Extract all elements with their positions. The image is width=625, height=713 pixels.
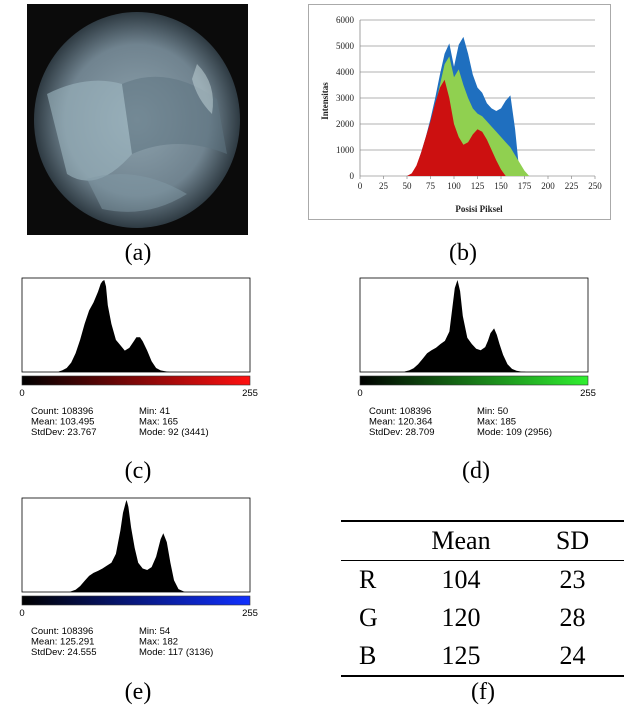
axis-min-label: 0 — [19, 388, 24, 399]
row-mean: 120 — [441, 603, 481, 632]
row-mean: 125 — [441, 641, 481, 670]
x-tick-label: 100 — [447, 181, 461, 191]
y-tick-label: 1000 — [336, 145, 355, 155]
stat-max: Max: 165 — [139, 417, 178, 428]
stat-min: Min: 41 — [139, 406, 170, 417]
caption-f: (f) — [471, 679, 495, 705]
stat-min: Min: 50 — [477, 406, 508, 417]
color-gradient-bar — [21, 595, 251, 606]
stat-mode: Mode: 92 (3441) — [139, 427, 209, 438]
x-tick-label: 150 — [494, 181, 508, 191]
green-histogram-panel: 0 255 Count: 108396 Min: 50 Mean: 120.364 Max… — [347, 268, 602, 451]
header-sd: SD — [555, 526, 590, 555]
histogram-bars — [58, 280, 170, 372]
stat-mean: Mean: 125.291 — [31, 637, 94, 648]
x-tick-label: 50 — [403, 181, 413, 191]
endoscope-image — [27, 4, 248, 235]
stat-max: Max: 182 — [139, 637, 178, 648]
stat-mean: Mean: 120.364 — [369, 417, 432, 428]
stat-count: Count: 108396 — [369, 406, 431, 417]
stat-count: Count: 108396 — [31, 406, 93, 417]
x-axis-label: Posisi Piksel — [455, 204, 503, 214]
row-label: G — [359, 603, 378, 632]
blue-histogram: 0 255 Count: 108396 Min: 54 Mean: 125.291 Max… — [19, 497, 258, 658]
intensity-area-chart: 0 1000 2000 3000 4000 5000 6000 0 25 50 75 100 125 15… — [308, 4, 611, 220]
histogram-bars — [404, 280, 526, 372]
x-tick-label: 250 — [588, 181, 602, 191]
green-histogram: 0 255 Count: 108396 Min: 50 Mean: 120.364 Max… — [357, 277, 596, 438]
x-tick-label: 25 — [379, 181, 389, 191]
y-tick-label: 0 — [350, 171, 355, 181]
table-header-row: Mean SD — [341, 521, 624, 561]
caption-c: (c) — [124, 458, 152, 484]
caption-b: (b) — [449, 240, 477, 266]
stat-mode: Mode: 109 (2956) — [477, 427, 552, 438]
x-tick-label: 200 — [541, 181, 555, 191]
row-sd: 23 — [559, 565, 586, 594]
series-area-2 — [407, 79, 534, 176]
stat-stddev: StdDev: 28.709 — [369, 427, 435, 438]
table-row: R 104 23 — [341, 561, 624, 600]
blue-histogram-panel: 0 255 Count: 108396 Min: 54 Mean: 125.291 Max… — [9, 488, 264, 671]
y-tick-label: 3000 — [336, 93, 355, 103]
stat-count: Count: 108396 — [31, 626, 93, 637]
axis-min-label: 0 — [19, 608, 24, 619]
row-sd: 24 — [559, 641, 586, 670]
row-mean: 104 — [441, 565, 481, 594]
x-tick-label: 0 — [358, 181, 363, 191]
color-gradient-bar — [21, 375, 251, 386]
x-tick-label: 175 — [518, 181, 532, 191]
red-histogram: 0 255 Count: 108396 Min: 41 Mean: 103.495 Max… — [19, 277, 258, 438]
stat-min: Min: 54 — [139, 626, 170, 637]
axis-max-label: 255 — [242, 388, 258, 399]
row-sd: 28 — [559, 603, 586, 632]
row-label: R — [359, 565, 377, 594]
table-row: B 125 24 — [341, 637, 624, 676]
x-tick-label: 225 — [565, 181, 579, 191]
endoscope-image-panel — [27, 4, 248, 235]
x-tick-label: 125 — [471, 181, 485, 191]
stat-mode: Mode: 117 (3136) — [139, 647, 213, 658]
stat-mean: Mean: 103.495 — [31, 417, 94, 428]
caption-e: (e) — [124, 679, 152, 705]
y-tick-label: 6000 — [336, 15, 355, 25]
stat-stddev: StdDev: 23.767 — [31, 427, 97, 438]
stat-max: Max: 185 — [477, 417, 516, 428]
table-row: G 120 28 — [341, 599, 624, 637]
axis-min-label: 0 — [357, 388, 362, 399]
x-tick-label: 75 — [426, 181, 436, 191]
color-gradient-bar — [359, 375, 589, 386]
intensity-chart-panel: 0 1000 2000 3000 4000 5000 6000 0 25 50 75 100 125 15… — [308, 4, 611, 220]
rgb-stats-table: Mean SD R 104 23 G 120 28 B 125 24 — [341, 520, 624, 677]
histogram-bars — [70, 500, 185, 592]
y-axis-label: Intensitas — [320, 82, 330, 120]
red-histogram-panel: 0 255 Count: 108396 Min: 41 Mean: 103.495 Max… — [9, 268, 264, 451]
header-channel — [341, 521, 401, 561]
row-label: B — [359, 641, 377, 670]
y-tick-label: 2000 — [336, 119, 355, 129]
axis-max-label: 255 — [242, 608, 258, 619]
caption-a: (a) — [124, 240, 152, 266]
header-mean: Mean — [431, 526, 491, 555]
axis-max-label: 255 — [580, 388, 596, 399]
stat-stddev: StdDev: 24.555 — [31, 647, 97, 658]
y-tick-label: 5000 — [336, 41, 355, 51]
y-tick-label: 4000 — [336, 67, 355, 77]
caption-d: (d) — [462, 458, 490, 484]
